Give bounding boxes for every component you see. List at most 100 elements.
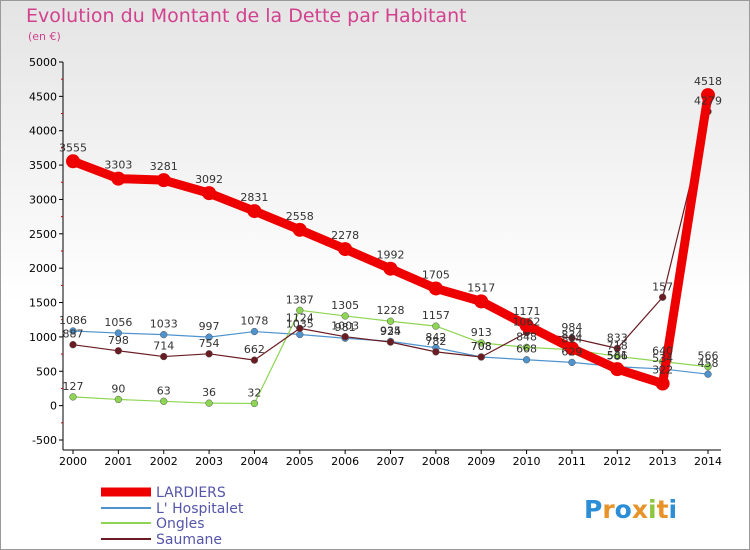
y-tick-label: 500 <box>36 365 57 378</box>
data-point <box>383 261 398 276</box>
data-label: 3281 <box>150 160 178 173</box>
data-label: 1517 <box>467 281 495 294</box>
x-tick-label: 2009 <box>467 455 495 468</box>
chart-subtitle: (en €) <box>28 30 61 43</box>
data-label: 629 <box>561 345 582 358</box>
data-point <box>613 344 621 353</box>
x-tick-label: 2002 <box>150 455 178 468</box>
data-label: 3092 <box>195 173 223 186</box>
legend-label: LARDIERS <box>156 485 226 501</box>
data-point <box>704 363 712 371</box>
axes: -500 0 500 1000 1500 2000 2500 3000 3500 4000 4500… <box>29 56 722 468</box>
x-tick-label: 2004 <box>240 455 268 468</box>
data-label: 1387 <box>286 293 314 306</box>
data-point <box>477 353 485 361</box>
data-point <box>250 399 259 408</box>
chart-title: Evolution du Montant de la Dette par Hab… <box>26 5 467 27</box>
data-point <box>160 352 168 361</box>
data-point <box>66 154 80 169</box>
legend-label: L' Hospitalet <box>156 501 244 517</box>
data-point <box>292 222 307 237</box>
data-label: 1086 <box>59 314 87 327</box>
data-point <box>519 318 534 333</box>
data-label: 534 <box>652 352 673 365</box>
data-label: 924 <box>380 325 401 338</box>
data-point <box>428 281 443 296</box>
data-point <box>250 356 259 364</box>
data-point <box>474 294 489 309</box>
data-point <box>296 330 304 339</box>
data-point <box>160 397 168 405</box>
y-tick-label: 3500 <box>29 159 57 172</box>
data-label: 3303 <box>104 159 132 172</box>
data-label: 814 <box>561 333 582 346</box>
y-tick-label: 4000 <box>29 125 57 138</box>
legend-label: Saumane <box>156 532 222 548</box>
data-point <box>341 333 349 341</box>
data-point <box>386 338 395 346</box>
data-label: 798 <box>108 334 129 347</box>
data-label: 782 <box>425 335 446 348</box>
data-label: 834 <box>561 328 582 341</box>
data-point <box>247 204 262 219</box>
data-point <box>296 306 304 314</box>
data-label: 2831 <box>240 191 268 204</box>
data-label: 1305 <box>331 299 359 312</box>
x-tick-label: 2000 <box>59 455 87 468</box>
y-tick-label: 1500 <box>29 297 57 310</box>
data-label: 981 <box>335 321 356 334</box>
data-label: 90 <box>111 382 125 395</box>
data-label: 1228 <box>377 304 405 317</box>
data-label: 848 <box>516 330 537 343</box>
series-layer <box>66 88 715 408</box>
data-label: 531 <box>607 349 628 362</box>
data-label: 640 <box>652 345 673 358</box>
data-label: 1992 <box>377 249 405 262</box>
data-label: 668 <box>516 343 537 356</box>
data-label: 662 <box>244 343 265 356</box>
x-tick-label: 2006 <box>331 455 359 468</box>
data-label: 833 <box>607 331 628 344</box>
data-point <box>477 339 485 347</box>
data-label: 718 <box>607 339 628 352</box>
logo-letter: i <box>669 495 678 524</box>
y-tick-label: 2500 <box>29 228 57 241</box>
data-point <box>250 327 259 336</box>
data-label: 714 <box>153 340 174 353</box>
data-point <box>568 358 576 367</box>
data-label: 887 <box>63 328 84 341</box>
y-tick-label: 3000 <box>29 193 57 206</box>
data-point <box>341 312 349 320</box>
data-label: 1056 <box>104 316 132 329</box>
x-tick-label: 2005 <box>286 455 314 468</box>
data-point <box>114 329 123 337</box>
logo-letter: i <box>648 495 657 524</box>
data-point <box>111 171 126 186</box>
data-label: 1157 <box>422 309 450 322</box>
y-tick-label: 4500 <box>29 90 57 103</box>
data-label: 157 <box>652 280 673 293</box>
x-tick-label: 2008 <box>422 455 450 468</box>
data-point <box>296 324 304 333</box>
x-tick-label: 2007 <box>377 455 405 468</box>
legend-label: Ongles <box>156 516 205 532</box>
data-point <box>432 322 440 330</box>
data-label: 1705 <box>422 268 450 281</box>
x-tick-label: 2013 <box>649 455 677 468</box>
data-label: 566 <box>607 350 628 363</box>
data-point <box>69 393 77 401</box>
data-label: 3555 <box>59 141 87 154</box>
data-point <box>69 327 77 335</box>
x-tick-label: 2010 <box>513 455 541 468</box>
logo-letter: t <box>657 495 669 524</box>
data-label: 566 <box>698 350 719 363</box>
data-label: 1078 <box>240 315 268 328</box>
data-label: 32 <box>247 386 261 399</box>
data-point <box>564 341 579 356</box>
data-labels: 1086 1056 1033 997 1078 1035 981 935 842 708 668 62… <box>59 75 722 399</box>
y-tick-label: 2000 <box>29 262 57 275</box>
data-label: 1062 <box>513 316 541 329</box>
data-point <box>156 173 171 188</box>
